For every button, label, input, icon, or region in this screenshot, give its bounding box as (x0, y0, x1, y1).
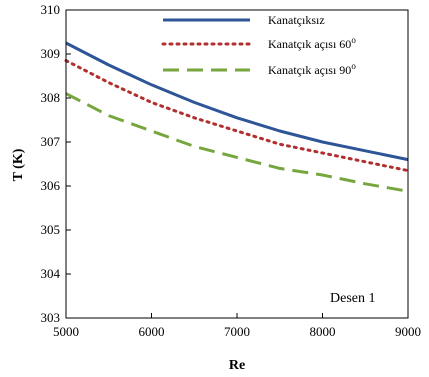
y-tick-label-303: 303 (41, 310, 61, 325)
legend-superscript-60: o (351, 35, 356, 45)
x-tick-label-9000: 9000 (395, 324, 421, 339)
x-tick-label-6000: 6000 (139, 324, 165, 339)
legend-label-kanatcik-90: Kanatçık açısı 90o (268, 61, 356, 77)
legend-label-kanatciksiz: Kanatçıksız (268, 13, 325, 27)
legend: Kanatçıksız Kanatçık açısı 60o Kanatçık … (161, 13, 356, 77)
y-tick-label-304: 304 (41, 266, 61, 281)
legend-label-kanatcik-60: Kanatçık açısı 60o (268, 35, 356, 51)
x-tick-label-8000: 8000 (310, 324, 336, 339)
x-axis-label: Re (229, 358, 245, 373)
series-layer (64, 41, 410, 193)
y-tick-label-306: 306 (41, 178, 61, 193)
y-tick-label-307: 307 (41, 134, 61, 149)
ticks-layer: 5000 6000 7000 8000 9000 303 304 305 306 307 308 30… (41, 2, 422, 339)
series-line-0 (65, 41, 409, 162)
series-line-1 (64, 59, 410, 173)
x-tick-label-7000: 7000 (224, 324, 250, 339)
y-tick-label-310: 310 (41, 2, 61, 17)
y-tick-label-308: 308 (41, 90, 61, 105)
legend-superscript-90: o (351, 61, 356, 71)
y-axis-label: T (K) (11, 148, 26, 181)
y-tick-label-305: 305 (41, 222, 61, 237)
y-tick-label-309: 309 (41, 46, 61, 61)
series-line-2 (65, 92, 409, 193)
plot-frame (65, 9, 409, 319)
x-tick-label-5000: 5000 (53, 324, 79, 339)
plot-annotation: Desen 1 (330, 291, 376, 306)
